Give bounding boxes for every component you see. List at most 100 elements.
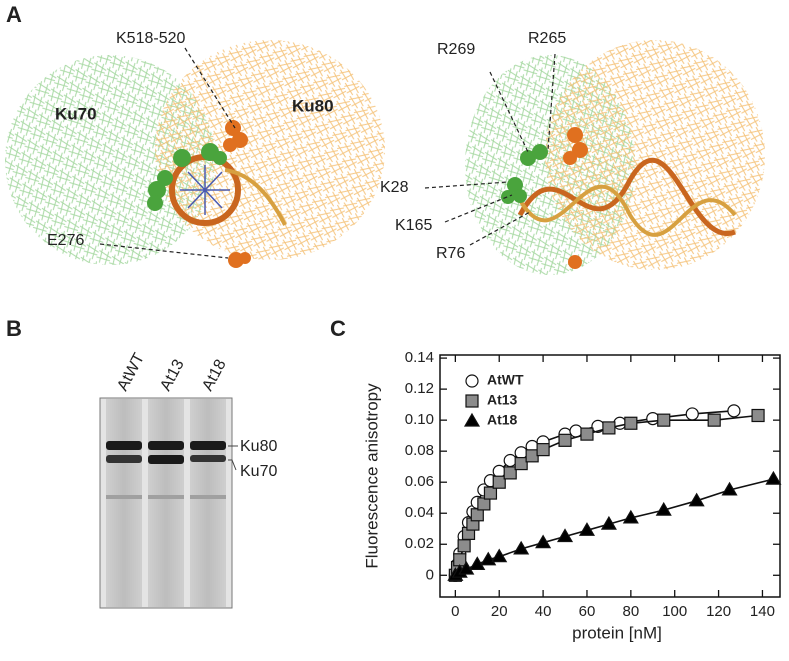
data-point: [514, 446, 528, 460]
data-point: [491, 548, 508, 563]
x-tick-label: 60: [579, 603, 596, 620]
plot-frame: [439, 354, 781, 598]
data-point: [503, 453, 517, 468]
data-point: [477, 497, 491, 511]
x-axis-title: protein [nM]: [572, 623, 662, 642]
data-point: [580, 427, 594, 441]
x-tick-label: 140: [750, 603, 775, 620]
dna-strand: [518, 184, 737, 237]
dna-bases: [180, 165, 230, 215]
gel-bands: [106, 441, 226, 464]
leader-line: [489, 71, 529, 153]
band-label: Ku80: [240, 438, 277, 455]
data-point: [578, 522, 596, 536]
data-point: [624, 416, 638, 430]
data-point: [688, 492, 705, 507]
x-tick-label: 0: [451, 603, 459, 620]
leader-line: [184, 47, 236, 129]
ku70-density: [5, 55, 215, 265]
data-point: [622, 509, 639, 524]
data-point: [556, 528, 574, 543]
data-point: [685, 407, 699, 421]
fit-line: [454, 410, 734, 576]
dna-helix: [224, 168, 287, 226]
legend-label: At13: [487, 392, 518, 408]
panel-label: A: [6, 2, 22, 27]
data-point: [535, 534, 552, 549]
leader-line: [99, 243, 229, 259]
residue-label: R76: [436, 245, 465, 262]
ku80-residues: [223, 120, 251, 268]
data-point: [602, 421, 616, 435]
x-tick-label: 120: [706, 603, 731, 620]
ku80-residues: [563, 127, 588, 269]
data-point: [453, 553, 467, 567]
lane-label: At18: [199, 357, 230, 394]
dna-strand: [517, 158, 736, 237]
band-pointer: [228, 445, 238, 471]
y-tick-label: 0.14: [405, 349, 434, 366]
legend-label: AtWT: [487, 372, 524, 388]
gel: [99, 397, 238, 609]
data-point: [707, 413, 721, 427]
data-point: [492, 475, 506, 489]
y-tick-label: 0.08: [405, 442, 434, 459]
ku80-density: [155, 40, 385, 260]
data-point: [600, 515, 617, 530]
gel-lane: [190, 399, 226, 607]
y-tick-label: 0: [426, 566, 434, 583]
data-point: [469, 556, 486, 571]
residue-label: R265: [528, 30, 566, 47]
x-tick-label: 20: [491, 603, 508, 620]
leader-line: [469, 211, 531, 246]
data-point: [613, 416, 627, 430]
y-tick-label: 0.12: [405, 380, 434, 397]
gel-lane: [106, 399, 142, 607]
data-point: [470, 508, 484, 522]
ku80-density: [545, 40, 765, 270]
x-tick-label: 80: [622, 603, 639, 620]
y-tick-label: 0.06: [405, 473, 434, 490]
data-point: [727, 404, 741, 418]
residue-label: K165: [395, 217, 432, 234]
data-point: [751, 408, 765, 423]
data-point: [483, 486, 498, 500]
legend-marker: [465, 394, 479, 408]
chart: 0 20 40 60 80 100 120 140 0 0.02 0.04 0.06 0.08 0.10 0…: [405, 349, 782, 620]
panel-label: B: [6, 316, 22, 341]
x-tick-label: 100: [662, 603, 687, 620]
subunit-label: Ku80: [292, 96, 334, 115]
data-point: [536, 443, 550, 457]
residue-label: K28: [380, 179, 409, 196]
y-tick-label: 0.10: [405, 411, 434, 428]
legend-label: At18: [487, 412, 518, 428]
leader-line: [547, 53, 556, 151]
subunit-label: Ku70: [55, 104, 97, 123]
legend-marker: [463, 412, 481, 427]
gel-faint-bands: [106, 495, 226, 499]
data-point: [492, 464, 506, 478]
data-point: [721, 481, 738, 496]
data-point: [558, 433, 572, 447]
data-point: [655, 501, 672, 516]
structure-right: [424, 40, 765, 275]
x-tick-label: 40: [535, 603, 552, 620]
ku70-residues: [501, 144, 548, 204]
data-point: [525, 449, 539, 463]
lane-label: AtWT: [114, 350, 148, 393]
residue-label: K518-520: [116, 30, 185, 47]
leader-line: [444, 194, 513, 223]
data-point: [457, 539, 471, 553]
data-point: [646, 412, 660, 426]
y-tick-label: 0.02: [405, 535, 434, 552]
data-point: [657, 413, 671, 427]
structure-left: [5, 40, 385, 268]
band-label: Ku70: [240, 463, 277, 480]
panel-label: C: [330, 316, 346, 341]
data-point: [513, 540, 530, 555]
legend-marker: [465, 374, 479, 388]
gel-lane: [148, 399, 184, 607]
residue-label: E276: [47, 232, 84, 249]
data-point: [503, 466, 517, 480]
